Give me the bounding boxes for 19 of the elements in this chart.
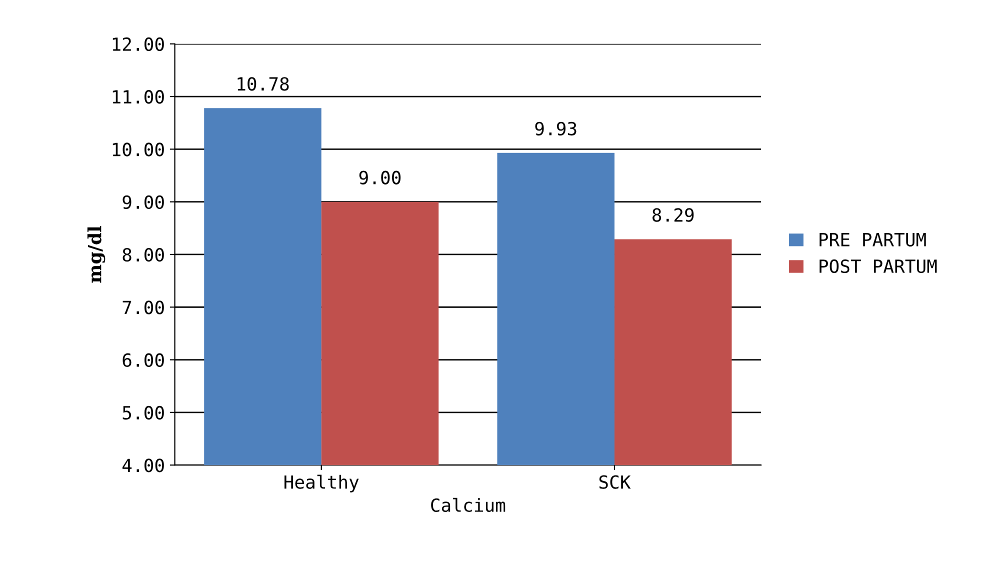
- y-tick-label: 11.00: [112, 90, 164, 104]
- y-tick-label: 9.00: [122, 195, 164, 209]
- data-label: 9.00: [359, 170, 401, 184]
- data-label: 10.78: [238, 77, 289, 91]
- y-tick-label: 5.00: [122, 406, 164, 420]
- data-label: 8.29: [652, 208, 694, 222]
- y-tick-label: 12.00: [112, 37, 164, 52]
- y-tick-label: 10.00: [112, 142, 164, 156]
- y-tick-label: 8.00: [122, 248, 164, 262]
- y-axis-title: mg/dl: [87, 226, 106, 283]
- data-label: 9.93: [535, 122, 576, 136]
- y-tick-label: 4.00: [122, 458, 164, 472]
- y-tick-label: 6.00: [122, 353, 164, 367]
- y-tick-label: 7.00: [122, 300, 164, 314]
- x-axis-title: Calcium: [431, 498, 506, 512]
- x-tick-label: Healthy: [284, 474, 359, 492]
- legend-label: POST PARTUM: [820, 259, 937, 274]
- legend-label: PRE PARTUM: [820, 233, 926, 246]
- x-tick-label: SCK: [599, 475, 631, 489]
